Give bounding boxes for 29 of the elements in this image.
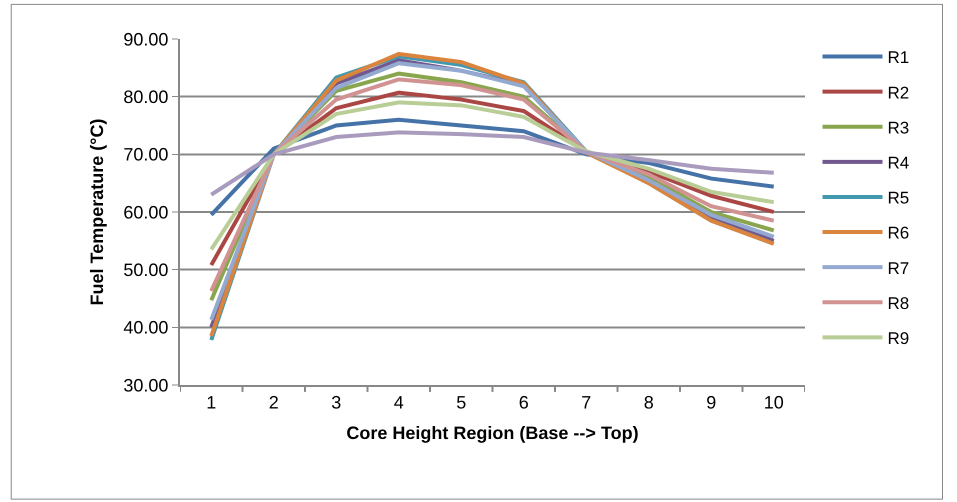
y-tick-label: 30.00 bbox=[123, 375, 168, 396]
x-axis-title: Core Height Region (Base --> Top) bbox=[346, 423, 639, 444]
y-tick-label: 40.00 bbox=[123, 318, 168, 338]
x-tick-label: 3 bbox=[331, 392, 342, 413]
x-tick-label: 9 bbox=[706, 392, 716, 413]
x-tick-label: 10 bbox=[764, 392, 784, 413]
line-series bbox=[209, 130, 776, 197]
legend-label: R4 bbox=[888, 153, 910, 172]
x-tick-label: 7 bbox=[581, 392, 592, 413]
y-tick-label: 70.00 bbox=[123, 144, 168, 165]
y-tick-label: 80.00 bbox=[123, 86, 168, 107]
legend-label: R1 bbox=[888, 48, 910, 68]
x-tick-label: 6 bbox=[518, 392, 529, 413]
legend-label: R5 bbox=[888, 188, 910, 208]
legend-label: R3 bbox=[888, 118, 910, 138]
y-tick-label: 90.00 bbox=[123, 29, 168, 50]
y-tick-label: 60.00 bbox=[123, 202, 168, 222]
legend-label: R6 bbox=[888, 224, 910, 243]
legend-label: R8 bbox=[888, 294, 910, 313]
x-tick-label: 4 bbox=[394, 392, 404, 413]
legend-label: R9 bbox=[888, 328, 910, 348]
legend-label: R7 bbox=[888, 258, 910, 278]
x-tick-label: 1 bbox=[206, 392, 216, 413]
legend-label: R2 bbox=[888, 83, 910, 102]
x-tick-label: 5 bbox=[456, 392, 466, 413]
y-axis-title: Fuel Temperature (°C) bbox=[87, 118, 108, 306]
x-tick-label: 2 bbox=[268, 392, 279, 413]
x-tick-label: 8 bbox=[644, 392, 654, 413]
y-tick-label: 50.00 bbox=[123, 260, 168, 280]
